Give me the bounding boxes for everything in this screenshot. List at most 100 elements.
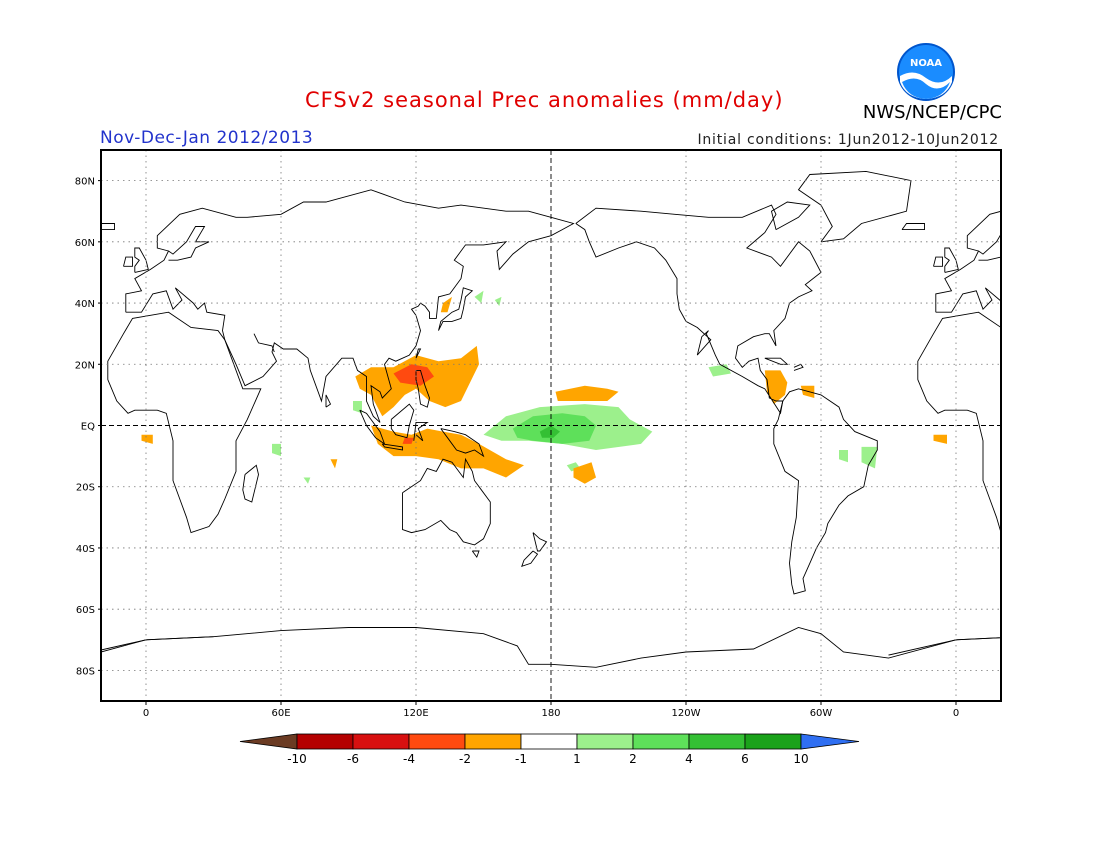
coastline [770,201,811,230]
colorbar-bin [296,733,354,750]
colorbar-high-arrow [800,733,860,750]
coastline [390,403,415,439]
coastline [438,287,474,331]
colorbar-label: -4 [403,752,415,766]
coastline [134,247,149,273]
coastline [107,311,262,534]
coastline [944,247,959,273]
coastline [242,464,259,503]
anomaly-region [272,443,281,457]
colorbar: -10 -6 -4 -2 -1 1 2 4 6 10 [239,733,860,766]
lon-tick-label: 60W [810,708,833,719]
coastline [471,550,480,559]
logo-text: NOAA [910,58,942,69]
coastline [168,226,210,261]
colorbar-bin [352,733,410,750]
anomaly-region [440,296,452,313]
colorbar-label: -2 [459,752,471,766]
coastline [402,457,491,546]
anomaly-region [402,437,414,444]
colorbar-label: -1 [515,752,527,766]
colorbar-label: 6 [741,752,749,766]
colorbar-label: 1 [573,752,581,766]
coastline [888,637,1001,656]
coastline [901,223,925,231]
coastline [978,233,1001,261]
colorbar-bin [408,733,466,750]
anomaly-region [861,446,878,469]
colorbar-bin [688,733,746,750]
coastline [917,311,1001,534]
noaa-logo: NOAA [897,43,955,101]
season-label: Nov-Dec-Jan 2012/2013 [100,128,314,148]
coastline [1053,465,1069,502]
coastline [381,443,403,451]
coastline [764,357,789,365]
coastline [440,428,485,458]
anomaly-region [708,364,731,377]
coastline [123,256,133,267]
coastline [1064,334,1084,352]
lat-tick-label: EQ [81,422,95,433]
anomaly-region [494,296,502,307]
colorbar-bin [576,733,634,750]
anomaly-region [330,459,338,469]
colorbar-bin [632,733,690,750]
coastline [325,394,332,408]
colorbar-low-arrow [239,733,298,750]
coastline [415,369,430,408]
coastline [521,550,539,568]
colorbar-bin [520,733,578,750]
anomaly-region [573,462,596,484]
coastline [532,532,548,552]
anomaly-shading [141,290,947,484]
coastline [253,333,275,353]
coastline [125,189,575,423]
lon-tick-label: 120W [672,708,701,719]
colorbar-bin [744,733,802,750]
anomaly-region [555,385,619,401]
colorbar-label: 4 [685,752,693,766]
coastline [0,389,67,594]
coastline [0,205,11,413]
lat-tick-label: 20S [76,483,95,494]
lat-tick-label: 80S [76,666,95,677]
colorbar-bin [464,733,522,750]
anomaly-region [141,434,153,444]
map-title: CFSv2 seasonal Prec anomalies (mm/day) [305,88,784,112]
coastline [101,223,115,231]
colorbar-label: 2 [629,752,637,766]
lat-tick-label: 20N [75,360,95,371]
lat-tick-label: 40N [75,299,95,310]
coastline [101,627,1001,668]
colorbar-label: -10 [287,752,307,766]
anomaly-region [933,434,947,444]
lon-tick-label: 60E [271,708,290,719]
lat-tick-label: 60S [76,605,95,616]
lat-tick-label: 60N [75,238,95,249]
anomaly-region [839,450,848,463]
coastline [933,256,943,267]
lon-tick-label: 120E [403,708,428,719]
anomaly-region [539,425,560,438]
initial-conditions-label: Initial conditions: 1Jun2012-10Jun2012 [697,132,999,148]
lon-tick-label: 0 [953,708,959,719]
grid-lines [101,150,1001,701]
anomaly-region [474,290,484,304]
longitude-tick-labels: 0 60E 120E 180 120W 60W 0 [143,701,959,719]
anomaly-region [764,370,788,405]
coastline [101,636,214,653]
lat-tick-label: 80N [75,177,95,188]
lat-tick-label: 40S [76,544,95,555]
coastline [793,363,804,371]
colorbar-label: 10 [793,752,808,766]
coastline [935,210,1001,313]
coastline [797,170,912,243]
anomaly-region [800,385,815,398]
lon-tick-label: 0 [143,708,149,719]
coastline [415,348,422,359]
lon-tick-label: 180 [541,708,560,719]
colorbar-label: -6 [347,752,359,766]
anomaly-region [303,477,311,484]
